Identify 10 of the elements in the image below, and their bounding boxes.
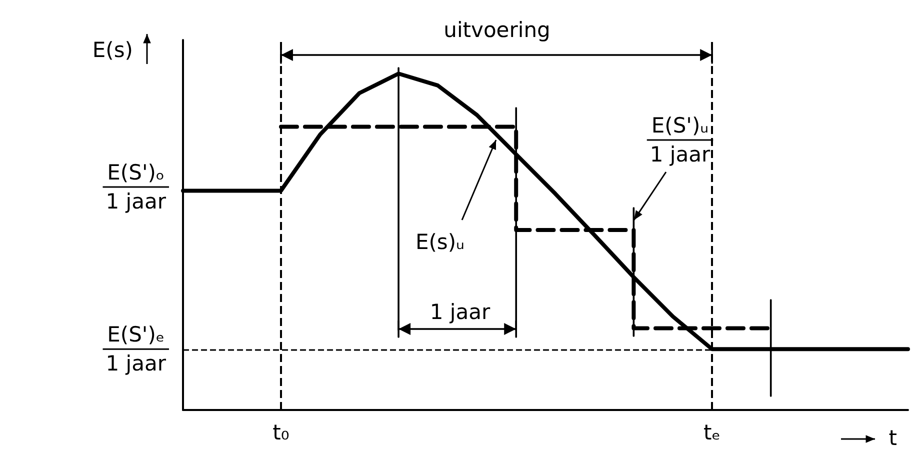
y-axis-title: E(s) [92,38,133,62]
annotation: E(S')ᵤ 1 jaar [650,114,710,166]
annotation: 1 jaar [430,300,490,324]
x-axis-title: t [888,426,897,450]
x-tick-label: t₀ [272,420,290,444]
x-tick-label: tₑ [704,420,721,444]
text: uitvoering [444,18,550,42]
annotation: E(s)ᵤ [415,230,465,254]
ref-line-label: E(S')ₑ 1 jaar [106,322,166,376]
text: E(S')ₒ 1 jaar [106,160,166,214]
